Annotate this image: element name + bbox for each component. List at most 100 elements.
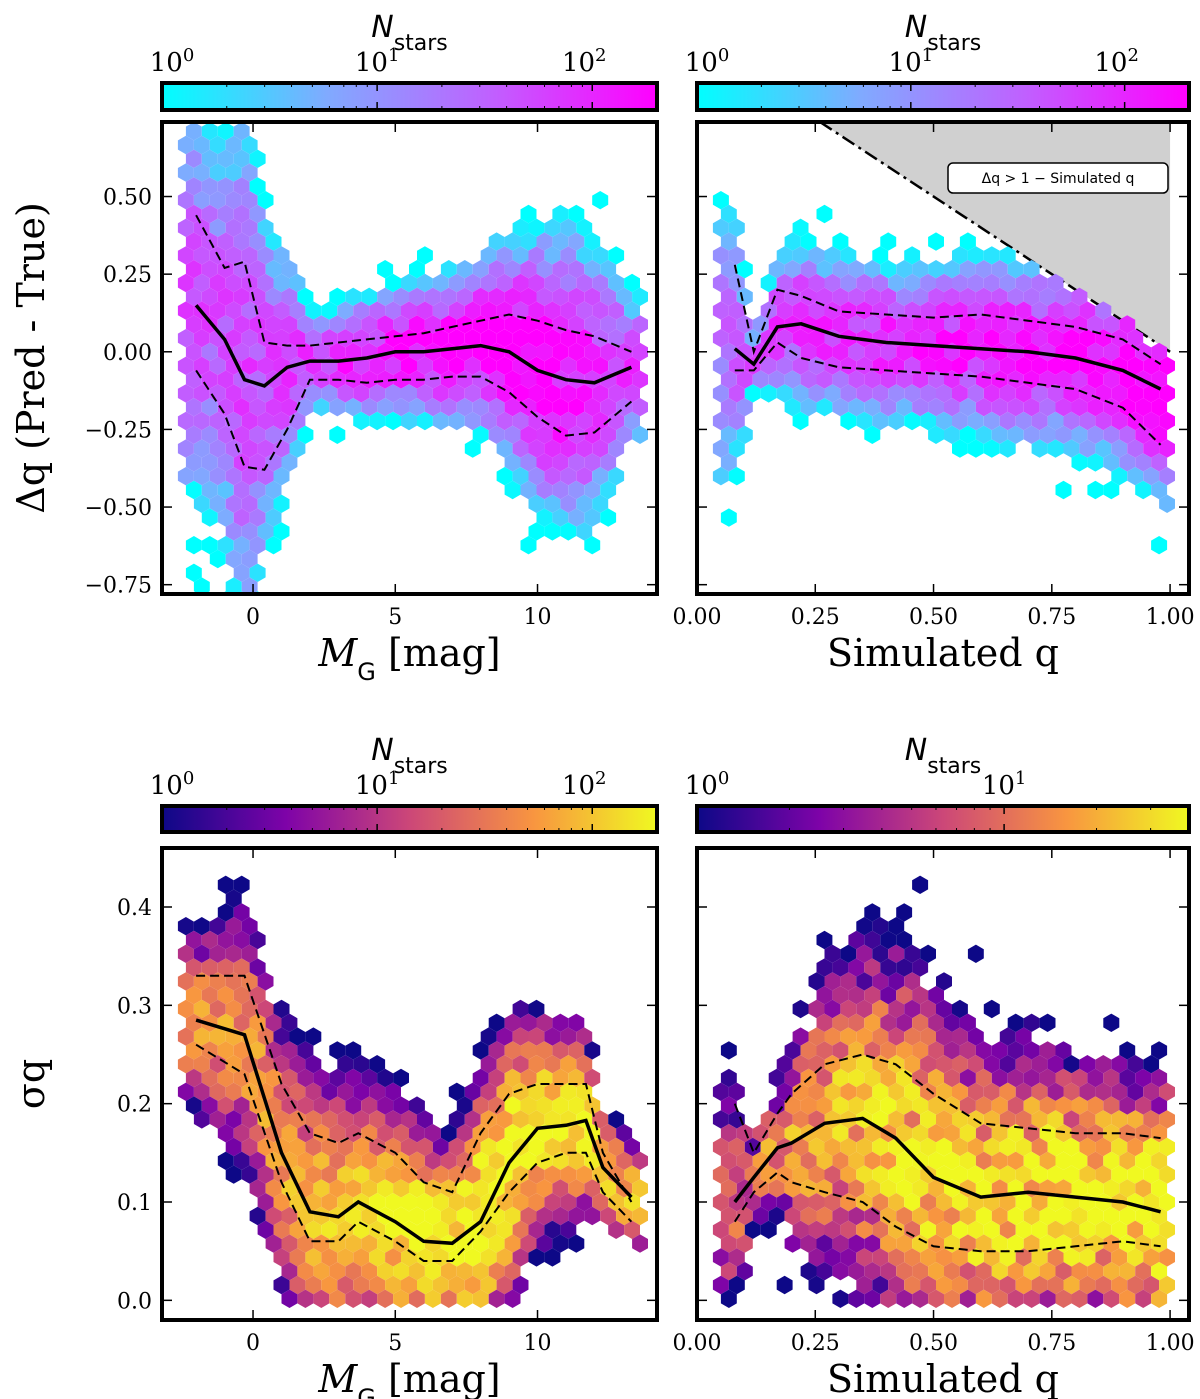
hexbin-cell [185,232,202,251]
hexbin-cell [1007,1151,1024,1170]
hexbin-cell [1087,370,1104,389]
hexbin-cell [1063,411,1080,431]
hexbin-cell [257,1165,274,1184]
hexbin-cell [864,425,881,444]
hexbin-cell [440,1151,457,1170]
hexbin-cell [888,1220,905,1239]
hexbin-cell [944,1041,960,1060]
hexbin-cell [456,1206,473,1226]
hexbin-cell [1151,398,1168,417]
hexbin-cell [353,411,370,431]
hexbin-cell [257,999,274,1019]
hexbin-cell [409,1124,425,1143]
hexbin-cell [728,1220,745,1239]
hexbin-cell [544,411,561,431]
hexbin-cell [999,329,1016,348]
hexbin-cell [353,1055,370,1074]
hexbin-cell [377,1151,394,1170]
hexbin-cell [241,356,258,375]
hexbin-cell [217,204,234,224]
hexbin-cell [1023,287,1040,306]
hexbin-cell [273,1027,290,1046]
hexbin-cell [944,1124,960,1143]
hexbin-cell [273,411,290,431]
hexbin-cell [409,1151,425,1170]
hexbin-cell [369,1137,386,1157]
hexbin-cell [816,204,833,224]
hexbin-cell [928,370,944,389]
hexbin-cell [896,930,913,950]
hexbin-cell [432,411,449,431]
hexbin-cell [217,480,234,500]
hexbin-cell [1071,1151,1088,1170]
hexbin-cell [1135,1151,1152,1170]
hexbin-cell [217,315,234,334]
hexbin-cell [792,329,809,348]
hexbin-cell [233,508,250,527]
hexbin-cell [904,999,921,1019]
hexbin-cell [967,1137,984,1157]
hexbin-cell [305,1165,322,1184]
hexbin-cell [1071,1124,1088,1143]
hexbin-cell [432,301,449,320]
hexbin-cell [584,480,601,500]
hexbin-cell [864,1179,881,1198]
hexbin-cell [776,329,793,348]
hexbin-cell [920,411,936,431]
hexbin-cell [496,384,513,403]
hexbin-cell [1095,1110,1112,1129]
hexbin-cell [480,1110,497,1129]
hexbin-cell [928,1041,944,1060]
hexbin-cell [432,1137,449,1157]
hexbin-cell [967,273,984,293]
x-tick-label: 10 [524,1331,552,1356]
hexbin-cell [313,1289,330,1308]
hexbin-cell [552,453,569,472]
hexbin-cell [424,1262,441,1281]
hexbin-cell [728,246,745,265]
hexbin-cell [975,315,992,334]
hexbin-cell [1031,356,1048,375]
hexbin-cell [816,1206,833,1226]
hexbin-cell [456,1179,473,1198]
hexbin-cell [464,1110,481,1129]
hexbin-cell [1007,287,1024,306]
hexbin-cell [856,1220,873,1239]
hexbin-cell [1031,1220,1048,1239]
hexbin-cell [472,287,489,306]
hexbin-cell [840,356,857,375]
hexbin-cell [281,425,298,444]
hexbin-cell [544,356,561,375]
hexbin-cell [1055,1096,1072,1115]
hexbin-cell [752,1206,769,1226]
colorbar-tick-label: 102 [562,768,607,802]
hexbin-cell [720,1096,737,1115]
hexbin-cell [217,1041,234,1060]
hexbin-cell [840,1027,857,1046]
hexbin-cell [983,1248,1000,1267]
hexbin-cell [480,1055,497,1074]
hexbin-cell [712,1193,729,1212]
hexbin-cell [528,411,545,431]
hexbin-cell [600,425,617,444]
hexbin-cell [185,287,202,306]
hexbin-cell [401,301,417,320]
hexbin-cell [1111,1055,1128,1074]
colorbar-tick-label: 100 [150,768,195,802]
hexbin-cell [409,260,425,279]
hexbin-cell [552,1041,569,1060]
hexbin-cell [448,1193,465,1212]
hexbin-cell [552,204,569,224]
hexbin-cell [456,398,473,417]
median-line [733,1116,1162,1214]
hexbin-cell [1015,411,1032,431]
x-tick-label: 1.00 [1146,1331,1195,1356]
hexbin-cell [792,1193,809,1212]
hexbin-cell [632,425,648,444]
hexbin-cell [496,246,513,265]
hexbin-cell [185,122,202,141]
hexbin-cell [177,999,194,1019]
hexbin-cell [1111,1165,1128,1184]
hexbin-cell [999,411,1016,431]
hexbin-cell [217,398,234,417]
